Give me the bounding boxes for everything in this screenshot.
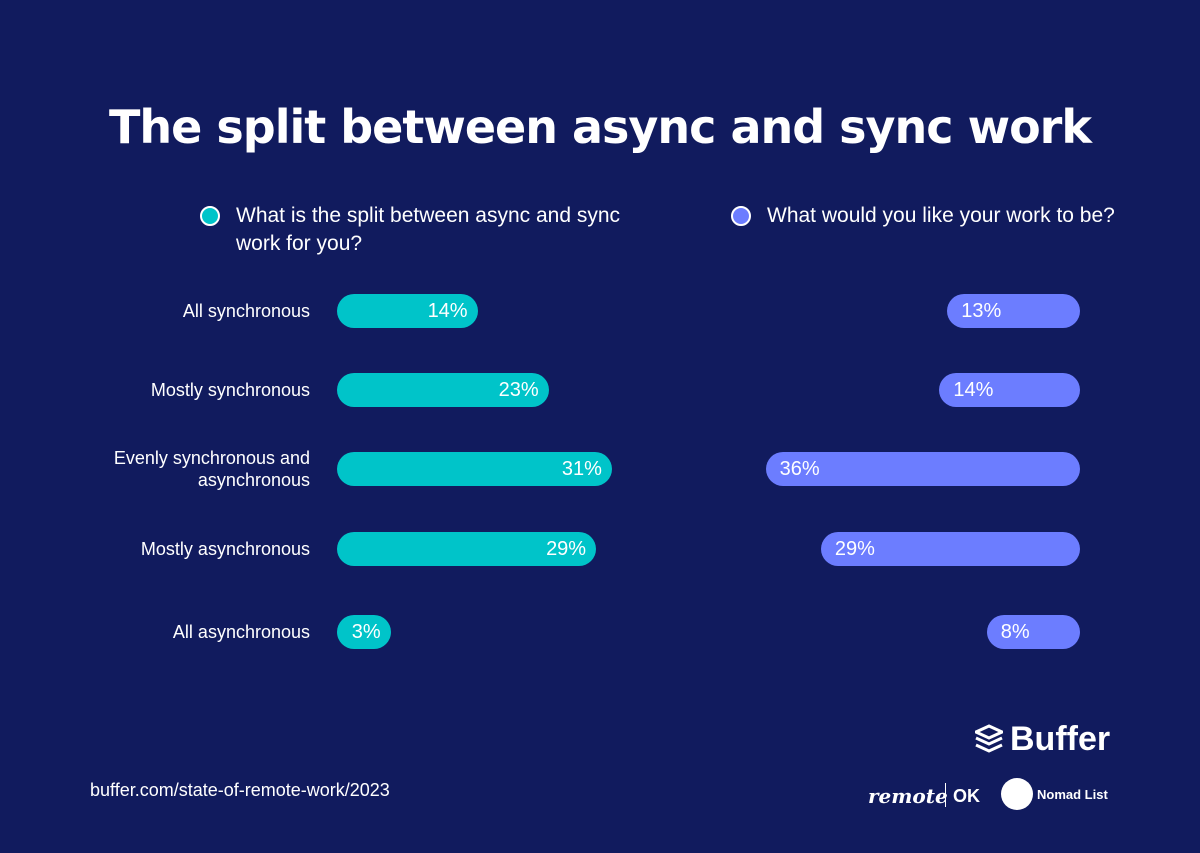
category-label: Mostly synchronous — [150, 380, 310, 400]
bar — [337, 373, 549, 407]
logo: OK — [953, 786, 980, 806]
value-label: 31% — [561, 458, 602, 480]
category-label: Mostly asynchronous — [140, 539, 310, 559]
value-label: 3% — [351, 621, 381, 643]
legend-marker — [200, 206, 220, 226]
bar — [337, 615, 391, 649]
value-label: 13% — [961, 300, 1002, 322]
value-label: 14% — [427, 300, 468, 322]
legend-marker — [731, 206, 751, 226]
bar — [337, 452, 612, 486]
category-label: Evenly synchronous and asynchronous — [113, 448, 310, 490]
bar — [947, 294, 1080, 328]
value-label: 8% — [1000, 621, 1030, 643]
logo: remote — [868, 784, 948, 808]
bar — [986, 615, 1080, 649]
source: buffer.com/state-of-remote-work/2023 — [90, 780, 390, 800]
category-label: All asynchronous — [172, 622, 310, 642]
logo-icon — [1001, 778, 1033, 810]
chart-title: The split between async and sync work — [109, 100, 1092, 154]
bar — [765, 452, 1080, 486]
logo: Buffer — [1010, 720, 1111, 758]
value-label: 29% — [834, 538, 875, 560]
value-label: 29% — [546, 538, 587, 560]
value-label: 23% — [498, 379, 539, 401]
logo: Nomad List — [1037, 787, 1108, 802]
category-label: All synchronous — [182, 301, 310, 321]
value-label: 14% — [953, 379, 994, 401]
bar — [939, 373, 1080, 407]
bar — [337, 532, 597, 566]
bar — [820, 532, 1080, 566]
legend-label: What is the split between async and sync… — [236, 204, 621, 255]
divider — [945, 783, 946, 807]
value-label: 36% — [779, 458, 820, 480]
bar — [337, 294, 478, 328]
logo-icon — [972, 724, 1006, 754]
logo-svg — [972, 724, 1006, 753]
legend-label: What would you like your work to be? — [767, 204, 1115, 227]
